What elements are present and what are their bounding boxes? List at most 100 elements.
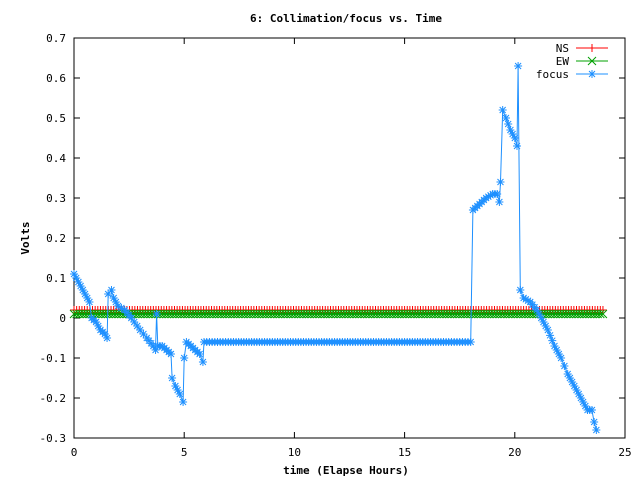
data-point (152, 310, 161, 318)
data-point (519, 294, 528, 302)
y-tick-label: 0 (59, 312, 66, 325)
data-point (198, 358, 207, 366)
data-point (484, 192, 493, 201)
y-tick-label: 0.2 (46, 232, 66, 245)
data-point (572, 386, 581, 394)
data-point (570, 382, 579, 390)
data-point (482, 194, 491, 202)
data-point (78, 286, 87, 294)
data-point (501, 114, 510, 122)
series-ns (70, 306, 607, 314)
x-axis-label: time (Elapse Hours) (283, 464, 409, 477)
data-point (175, 390, 184, 398)
y-tick-label: 0.7 (46, 32, 66, 45)
data-point (117, 304, 126, 312)
x-tick-label: 10 (288, 446, 301, 459)
data-point (504, 120, 513, 128)
data-point (588, 44, 596, 52)
data-point (493, 190, 502, 198)
series-line (73, 65, 597, 431)
data-point (139, 330, 148, 338)
y-tick-label: 0.1 (46, 272, 66, 285)
data-point (506, 126, 515, 134)
data-point (166, 350, 175, 358)
chart-title: 6: Collimation/focus vs. Time (250, 12, 442, 25)
y-tick-label: -0.2 (40, 392, 67, 405)
data-point (179, 398, 188, 406)
data-point (133, 322, 142, 330)
data-point (513, 142, 522, 150)
data-point (74, 278, 83, 286)
x-tick-label: 5 (181, 446, 188, 459)
plot-frame: -0.3 -0.2 -0.1 0 0.1 0.2 0.3 0.4 0.5 0.6 0.7 0 5 10 15… (40, 32, 632, 459)
series-layer (69, 62, 608, 434)
data-point (524, 296, 533, 305)
data-point (127, 314, 136, 322)
y-tick-label: 0.6 (46, 72, 66, 85)
data-point (466, 338, 475, 346)
data-point (563, 370, 572, 378)
data-point (560, 362, 569, 370)
data-point (486, 191, 495, 200)
data-point (495, 198, 504, 206)
data-point (552, 346, 561, 354)
data-point (588, 70, 596, 78)
data-point (550, 342, 559, 350)
data-point (535, 310, 544, 318)
data-point (579, 398, 588, 406)
data-point (498, 106, 507, 114)
y-axis-label: Volts (19, 221, 32, 254)
data-point (114, 302, 123, 310)
data-point (92, 318, 101, 326)
data-point (104, 290, 113, 298)
data-point (565, 374, 574, 382)
data-point (168, 374, 177, 382)
data-point (537, 314, 546, 322)
y-tick-label: 0.5 (46, 112, 66, 125)
series-ew (69, 309, 608, 319)
data-point (576, 394, 585, 402)
data-point (598, 306, 607, 314)
data-point (521, 295, 530, 304)
data-point (496, 178, 505, 186)
data-point (541, 322, 550, 330)
data-point (70, 270, 78, 278)
data-point (592, 426, 601, 434)
legend-label: NS (556, 42, 569, 55)
data-point (173, 386, 182, 394)
data-point (508, 130, 517, 138)
data-point (76, 282, 85, 290)
x-tick-label: 15 (398, 446, 411, 459)
data-point (83, 294, 92, 302)
data-point (85, 298, 94, 306)
data-point (598, 309, 608, 319)
data-point (546, 331, 555, 340)
data-point (100, 330, 109, 338)
legend-label: focus (536, 68, 569, 81)
data-point (548, 336, 557, 345)
y-tick-label: -0.1 (40, 352, 67, 365)
data-point (72, 274, 81, 282)
y-tick-label: -0.3 (40, 432, 67, 445)
data-point (581, 402, 590, 410)
data-point (539, 318, 548, 326)
data-point (94, 322, 103, 330)
legend-label: EW (556, 55, 570, 68)
x-tick-label: 20 (508, 446, 521, 459)
data-point (171, 382, 180, 390)
data-point (151, 346, 160, 354)
data-point (103, 334, 112, 342)
data-point (590, 418, 599, 426)
data-point (516, 286, 525, 294)
data-point (195, 350, 204, 358)
data-point (109, 294, 118, 302)
x-tick-label: 0 (71, 446, 78, 459)
data-point (595, 309, 605, 319)
data-point (514, 62, 523, 70)
y-tick-label: 0.4 (46, 152, 66, 165)
data-point (543, 326, 552, 334)
data-point (130, 318, 139, 326)
data-point (149, 342, 158, 350)
